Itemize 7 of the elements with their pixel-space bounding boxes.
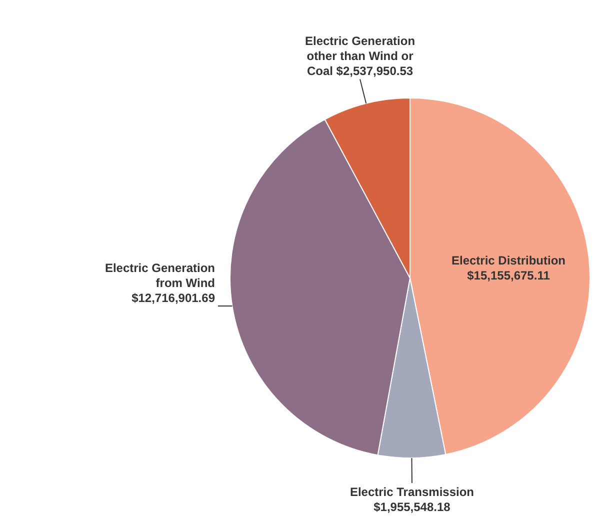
data-label: $1,955,548.18 — [374, 500, 451, 514]
data-label: $12,716,901.69 — [132, 291, 216, 306]
slice-label: Electric Generation from Wind — [104, 261, 215, 290]
slice-label: Electric Transmission — [350, 484, 474, 499]
slice-label: Electric Distribution — [451, 254, 566, 268]
slice-label: Electric Generation other than Wind or Coal $2,537,950.53 — [304, 34, 416, 78]
data-label: $15,155,675.11 — [467, 268, 550, 283]
